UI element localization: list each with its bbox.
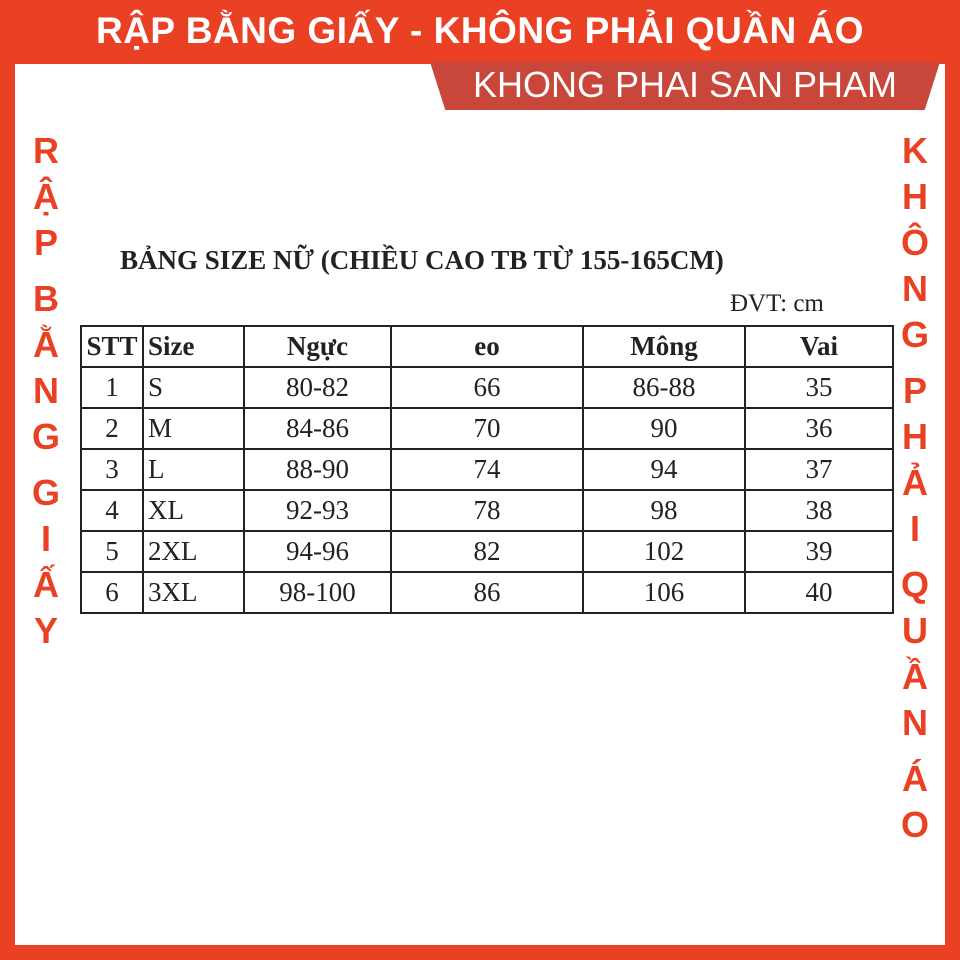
left-border (0, 0, 15, 960)
vertical-letter: N (902, 702, 928, 743)
vertical-letter: I (909, 508, 920, 549)
top-banner (0, 0, 960, 64)
table-cell: 38 (744, 489, 894, 532)
vertical-letter (910, 358, 920, 368)
vertical-letter (910, 746, 920, 756)
column-header: Mông (582, 325, 746, 368)
vertical-letter: Ả (902, 462, 928, 503)
table-cell: 86-88 (582, 366, 746, 409)
table-cell: 3XL (142, 571, 245, 614)
table-cell: 74 (390, 448, 584, 491)
table-cell: 6 (80, 571, 144, 614)
vertical-letter: R (33, 130, 59, 171)
table-cell: 40 (744, 571, 894, 614)
table-row: 1 S 80-82 66 86-88 35 (80, 366, 894, 409)
subheadline-ribbon (430, 62, 940, 110)
column-header: Size (142, 325, 245, 368)
table-cell: 98 (582, 489, 746, 532)
table-cell: 106 (582, 571, 746, 614)
unit-label: ĐVT: cm (730, 290, 824, 317)
table-cell: 102 (582, 530, 746, 573)
vertical-letter: Á (902, 758, 928, 799)
banner-subheadline: KHONG PHAI SAN PHAM (472, 64, 898, 105)
table-row: 4 XL 92-93 78 98 38 (80, 489, 894, 532)
vertical-letter: Ằ (33, 324, 59, 365)
table-cell: 4 (80, 489, 144, 532)
vertical-letter: Ậ (33, 176, 59, 217)
table-cell: 37 (744, 448, 894, 491)
table-cell: 70 (390, 407, 584, 450)
table-cell: M (142, 407, 245, 450)
table-cell: XL (142, 489, 245, 532)
table-cell: 88-90 (243, 448, 392, 491)
vertical-letter: B (33, 278, 59, 319)
table-cell: 39 (744, 530, 894, 573)
vertical-letter: P (902, 370, 927, 411)
vertical-letter: Ầ (902, 656, 928, 697)
vertical-letter: U (902, 610, 928, 651)
vertical-letter: Ấ (33, 564, 59, 605)
table-cell: 5 (80, 530, 144, 573)
vertical-letter: G (900, 314, 929, 355)
right-border (945, 0, 960, 960)
vertical-letter: I (40, 518, 51, 559)
table-cell: 35 (744, 366, 894, 409)
vertical-letter: N (33, 370, 59, 411)
banner-headline: RẬP BẰNG GIẤY - KHÔNG PHẢI QUẦN ÁO (95, 10, 865, 51)
size-table: STT Size Ngực eo Mông Vai 1 S 80-82 66 86-88 35 2 M 8… (80, 325, 894, 614)
table-cell: 92-93 (243, 489, 392, 532)
vertical-letter (41, 460, 51, 470)
vertical-letter: O (900, 804, 929, 845)
table-cell: 80-82 (243, 366, 392, 409)
column-header: eo (390, 325, 584, 368)
table-cell: S (142, 366, 245, 409)
column-header: Vai (744, 325, 894, 368)
table-header-row: STT Size Ngực eo Mông Vai (80, 325, 894, 368)
table-cell: 94-96 (243, 530, 392, 573)
table-cell: 82 (390, 530, 584, 573)
table-row: 6 3XL 98-100 86 106 40 (80, 571, 894, 614)
vertical-letter: G (31, 472, 60, 513)
table-cell: 2 (80, 407, 144, 450)
table-cell: 86 (390, 571, 584, 614)
table-cell: L (142, 448, 245, 491)
vertical-letter: Ô (900, 222, 929, 263)
bottom-border (0, 945, 960, 960)
table-cell: 78 (390, 489, 584, 532)
table-cell: 98-100 (243, 571, 392, 614)
vertical-letter: K (902, 130, 928, 171)
table-cell: 94 (582, 448, 746, 491)
vertical-letter: Q (900, 564, 929, 605)
table-cell: 84-86 (243, 407, 392, 450)
vertical-letter: H (902, 416, 928, 457)
table-row: 2 M 84-86 70 90 36 (80, 407, 894, 450)
vertical-letter: P (33, 222, 58, 263)
table-cell: 36 (744, 407, 894, 450)
vertical-letter (910, 552, 920, 562)
table-row: 5 2XL 94-96 82 102 39 (80, 530, 894, 573)
vertical-letter (41, 266, 51, 276)
page-title: BẢNG SIZE NỮ (CHIỀU CAO TB TỪ 155-165CM) (120, 245, 724, 275)
table-cell: 66 (390, 366, 584, 409)
table-cell: 2XL (142, 530, 245, 573)
table-row: 3 L 88-90 74 94 37 (80, 448, 894, 491)
vertical-letter: N (902, 268, 928, 309)
column-header: Ngực (243, 325, 392, 368)
table-cell: 1 (80, 366, 144, 409)
vertical-letter: G (31, 416, 60, 457)
table-cell: 90 (582, 407, 746, 450)
vertical-letter: Y (33, 610, 58, 651)
column-header: STT (80, 325, 144, 368)
vertical-letter: H (902, 176, 928, 217)
table-cell: 3 (80, 448, 144, 491)
